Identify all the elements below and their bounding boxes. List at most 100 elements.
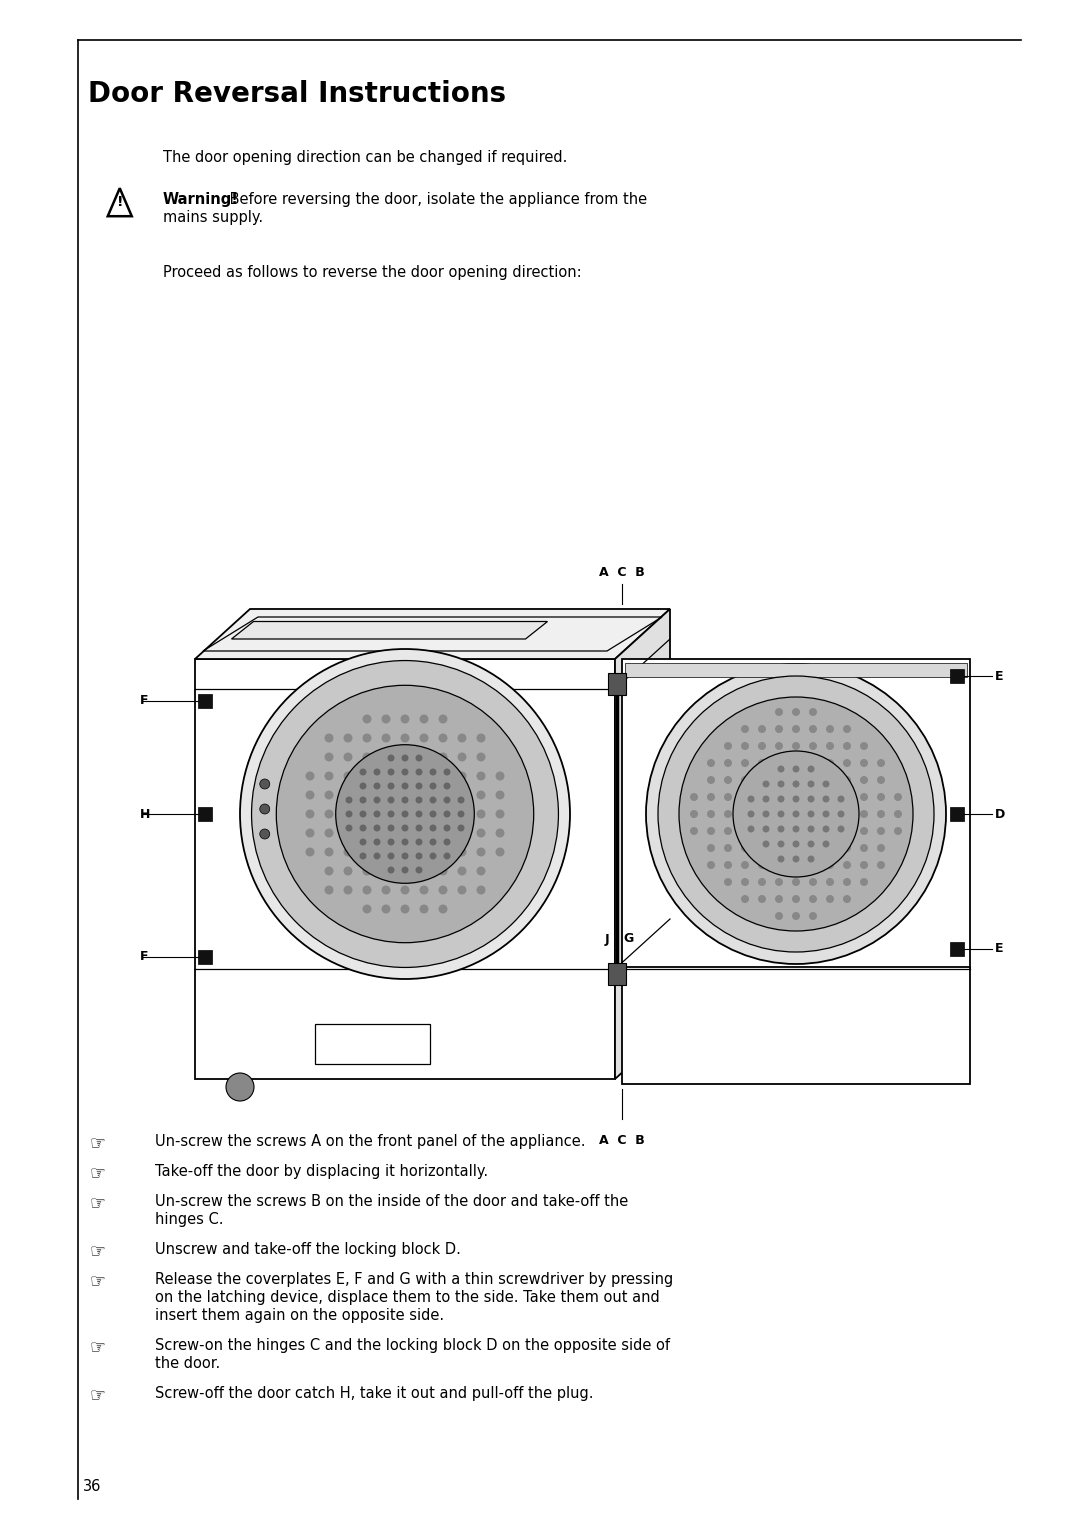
Circle shape (402, 824, 408, 832)
Text: mains supply.: mains supply. (163, 209, 262, 225)
Circle shape (496, 772, 504, 780)
Circle shape (877, 758, 885, 768)
Circle shape (758, 861, 766, 868)
Circle shape (809, 794, 816, 801)
Circle shape (374, 810, 380, 818)
Circle shape (324, 867, 334, 876)
Circle shape (843, 777, 851, 784)
Circle shape (402, 783, 408, 789)
Circle shape (762, 780, 769, 787)
Circle shape (792, 827, 800, 835)
Circle shape (792, 861, 800, 868)
Circle shape (458, 797, 464, 804)
Circle shape (809, 878, 816, 885)
Circle shape (775, 794, 783, 801)
Circle shape (381, 772, 391, 780)
Circle shape (792, 844, 800, 852)
Circle shape (402, 838, 408, 846)
Text: ☞: ☞ (90, 1272, 106, 1290)
Circle shape (419, 847, 429, 856)
Circle shape (324, 734, 334, 743)
Circle shape (324, 790, 334, 800)
Circle shape (402, 810, 408, 818)
Circle shape (826, 844, 834, 852)
Bar (950, 807, 964, 821)
Circle shape (476, 867, 486, 876)
Circle shape (826, 742, 834, 751)
Circle shape (877, 794, 885, 801)
Circle shape (775, 894, 783, 904)
Circle shape (416, 783, 422, 789)
Circle shape (324, 809, 334, 818)
Circle shape (374, 797, 380, 804)
Bar (625, 664, 967, 677)
Text: ☞: ☞ (90, 1194, 106, 1212)
Circle shape (240, 648, 570, 979)
Text: !: ! (117, 196, 123, 209)
Polygon shape (231, 621, 548, 639)
Circle shape (438, 809, 447, 818)
Text: A  C  B: A C B (599, 566, 645, 579)
Circle shape (458, 772, 467, 780)
Circle shape (401, 829, 409, 838)
Circle shape (419, 905, 429, 913)
Text: G: G (623, 933, 633, 945)
Circle shape (430, 853, 436, 859)
Circle shape (402, 797, 408, 804)
Circle shape (646, 664, 946, 963)
Circle shape (419, 790, 429, 800)
Text: E: E (995, 670, 1003, 682)
Circle shape (438, 905, 447, 913)
Circle shape (741, 878, 750, 885)
Polygon shape (195, 609, 670, 659)
Circle shape (388, 783, 394, 789)
Bar (608, 673, 626, 696)
Circle shape (343, 809, 352, 818)
Circle shape (778, 766, 784, 772)
Circle shape (444, 824, 450, 832)
Circle shape (438, 847, 447, 856)
Circle shape (793, 841, 799, 847)
Bar (315, 1024, 430, 1064)
Circle shape (843, 758, 851, 768)
Circle shape (363, 714, 372, 723)
Circle shape (747, 826, 755, 832)
Text: insert them again on the opposite side.: insert them again on the opposite side. (156, 1307, 444, 1323)
Circle shape (707, 777, 715, 784)
Circle shape (762, 826, 769, 832)
Circle shape (430, 769, 436, 775)
Circle shape (416, 769, 422, 775)
Circle shape (826, 861, 834, 868)
Circle shape (444, 797, 450, 804)
Circle shape (430, 824, 436, 832)
Circle shape (843, 878, 851, 885)
Circle shape (416, 824, 422, 832)
Circle shape (401, 714, 409, 723)
Circle shape (792, 777, 800, 784)
Circle shape (419, 885, 429, 894)
Circle shape (381, 714, 391, 723)
Circle shape (775, 827, 783, 835)
Circle shape (843, 725, 851, 732)
Circle shape (843, 810, 851, 818)
Circle shape (458, 867, 467, 876)
Circle shape (775, 725, 783, 732)
Text: the door.: the door. (156, 1356, 220, 1372)
Circle shape (793, 826, 799, 832)
Circle shape (758, 794, 766, 801)
Circle shape (808, 766, 814, 772)
Circle shape (707, 758, 715, 768)
Circle shape (690, 794, 698, 801)
Circle shape (724, 827, 732, 835)
Circle shape (381, 885, 391, 894)
Polygon shape (615, 609, 670, 1079)
Circle shape (402, 853, 408, 859)
Bar (608, 963, 626, 985)
Circle shape (860, 777, 868, 784)
Circle shape (343, 790, 352, 800)
Circle shape (724, 794, 732, 801)
Circle shape (438, 734, 447, 743)
Circle shape (733, 751, 859, 878)
Circle shape (823, 780, 829, 787)
Text: E: E (995, 942, 1003, 956)
